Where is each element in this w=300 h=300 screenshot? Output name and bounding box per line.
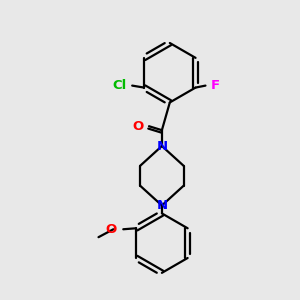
Text: F: F <box>210 79 220 92</box>
Text: Cl: Cl <box>112 79 126 92</box>
Text: O: O <box>133 120 144 133</box>
Text: N: N <box>156 140 167 152</box>
Text: N: N <box>156 199 167 212</box>
Text: O: O <box>105 223 116 236</box>
